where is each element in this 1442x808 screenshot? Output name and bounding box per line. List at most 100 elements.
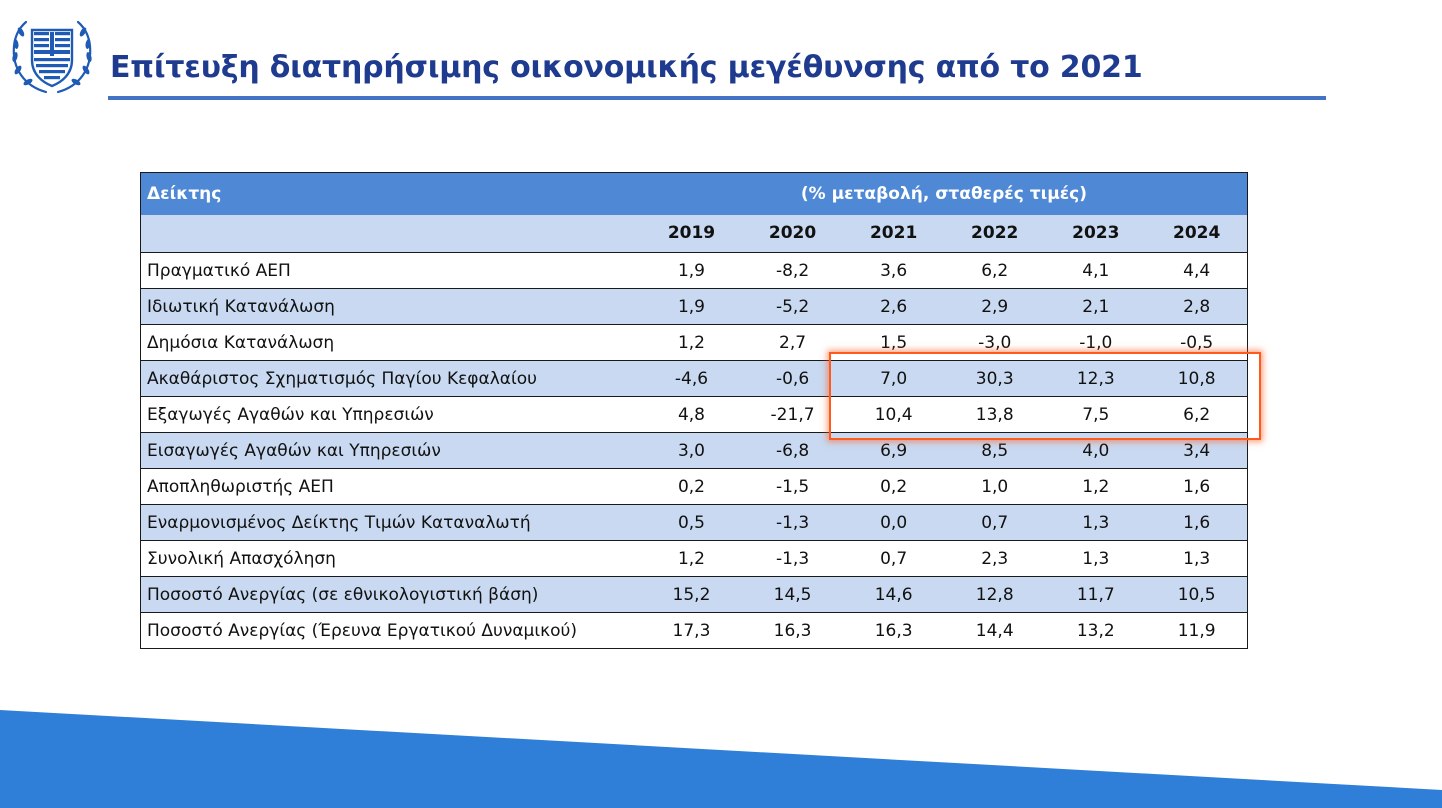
indicator-value: 0,5 <box>640 504 743 541</box>
indicator-value: 10,5 <box>1146 576 1249 613</box>
indicator-value: 13,2 <box>1045 612 1147 649</box>
table-row: Εισαγωγές Αγαθών και Υπηρεσιών 3,0 -6,8 6,9… <box>139 432 1249 469</box>
indicator-name: Ποσοστό Ανεργίας (Έρευνα Εργατικού Δυναμ… <box>139 612 641 649</box>
indicator-value: 11,7 <box>1045 576 1147 613</box>
indicator-value: 0,2 <box>640 468 743 505</box>
indicator-value: 0,7 <box>944 504 1046 541</box>
indicator-value: 2,7 <box>742 324 844 361</box>
indicator-value: 10,8 <box>1146 360 1249 397</box>
indicator-value: -21,7 <box>742 396 844 433</box>
indicator-value: -4,6 <box>640 360 743 397</box>
indicator-value: 4,8 <box>640 396 743 433</box>
table-header-row: Δείκτης (% μεταβολή, σταθερές τιμές) <box>139 172 1248 215</box>
table-row: Αποπληθωριστής ΑΕΠ 0,2 -1,5 0,2 1,0 1,2 1,6 <box>139 468 1249 505</box>
indicator-name: Εξαγωγές Αγαθών και Υπηρεσιών <box>139 396 641 433</box>
year-header: 2019 <box>640 214 743 253</box>
indicator-value: -8,2 <box>742 252 844 289</box>
indicator-value: 11,9 <box>1146 612 1249 649</box>
indicator-value: 0,7 <box>843 540 945 577</box>
indicator-value: 16,3 <box>843 612 945 649</box>
indicator-value: 3,4 <box>1146 432 1249 469</box>
year-header: 2021 <box>843 214 945 253</box>
indicator-value: 14,4 <box>944 612 1046 649</box>
indicator-value: -1,0 <box>1045 324 1147 361</box>
indicator-value: 10,4 <box>843 396 945 433</box>
indicator-value: 12,3 <box>1045 360 1147 397</box>
indicator-value: 6,2 <box>1146 396 1249 433</box>
economic-indicators-table: Δείκτης (% μεταβολή, σταθερές τιμές) 201… <box>139 172 1249 649</box>
indicator-value: -3,0 <box>944 324 1046 361</box>
indicator-value: 1,2 <box>640 324 743 361</box>
indicator-value: -1,3 <box>742 540 844 577</box>
table-body: Πραγματικό ΑΕΠ 1,9 -8,2 3,6 6,2 4,1 4,4 Ιδιωτικ… <box>139 252 1249 649</box>
indicator-value: 12,8 <box>944 576 1046 613</box>
indicator-value: 3,0 <box>640 432 743 469</box>
slide-title: Επίτευξη διατηρήσιμης οικονομικής μεγέθυ… <box>110 50 1143 85</box>
indicator-name: Ακαθάριστος Σχηματισμός Παγίου Κεφαλαίου <box>139 360 641 397</box>
indicator-value: 7,0 <box>843 360 945 397</box>
indicator-value: -1,3 <box>742 504 844 541</box>
table-row: Ακαθάριστος Σχηματισμός Παγίου Κεφαλαίου… <box>139 360 1249 397</box>
indicator-value: 14,5 <box>742 576 844 613</box>
table-row: Συνολική Απασχόληση 1,2 -1,3 0,7 2,3 1,3 1,3 <box>139 540 1249 577</box>
indicator-value: 0,2 <box>843 468 945 505</box>
indicator-value: 17,3 <box>640 612 743 649</box>
indicator-name: Αποπληθωριστής ΑΕΠ <box>139 468 641 505</box>
indicator-value: 1,3 <box>1146 540 1249 577</box>
year-header: 2023 <box>1045 214 1147 253</box>
indicator-name: Συνολική Απασχόληση <box>139 540 641 577</box>
title-underline <box>108 96 1326 100</box>
year-header: 2022 <box>944 214 1046 253</box>
indicator-value: 4,4 <box>1146 252 1249 289</box>
indicator-value: 1,5 <box>843 324 945 361</box>
unit-header: (% μεταβολή, σταθερές τιμές) <box>640 172 1248 215</box>
indicator-value: 6,2 <box>944 252 1046 289</box>
year-header-row: 2019 2020 2021 2022 2023 2024 <box>139 214 1249 253</box>
indicator-value: 15,2 <box>640 576 743 613</box>
indicator-value: 2,9 <box>944 288 1046 325</box>
greek-coat-of-arms-icon <box>12 20 92 94</box>
indicator-name: Ιδιωτική Κατανάλωση <box>139 288 641 325</box>
table-row: Ποσοστό Ανεργίας (Έρευνα Εργατικού Δυναμ… <box>139 612 1249 649</box>
indicator-value: 14,6 <box>843 576 945 613</box>
indicator-value: 1,6 <box>1146 504 1249 541</box>
indicator-value: -0,5 <box>1146 324 1249 361</box>
table-row: Ποσοστό Ανεργίας (σε εθνικολογιστική βάσ… <box>139 576 1249 613</box>
table-row: Δημόσια Κατανάλωση 1,2 2,7 1,5 -3,0 -1,0 -0,5 <box>139 324 1249 361</box>
indicator-value: 13,8 <box>944 396 1046 433</box>
year-header: 2024 <box>1146 214 1249 253</box>
indicator-value: 4,1 <box>1045 252 1147 289</box>
indicator-name: Εισαγωγές Αγαθών και Υπηρεσιών <box>139 432 641 469</box>
indicator-value: -6,8 <box>742 432 844 469</box>
indicator-value: 2,6 <box>843 288 945 325</box>
indicator-value: 1,2 <box>640 540 743 577</box>
indicator-value: -5,2 <box>742 288 844 325</box>
indicator-value: 1,0 <box>944 468 1046 505</box>
indicator-name: Ποσοστό Ανεργίας (σε εθνικολογιστική βάσ… <box>139 576 641 613</box>
indicator-value: 1,9 <box>640 288 743 325</box>
table-row: Πραγματικό ΑΕΠ 1,9 -8,2 3,6 6,2 4,1 4,4 <box>139 252 1249 289</box>
indicator-value: 1,6 <box>1146 468 1249 505</box>
table-row: Εξαγωγές Αγαθών και Υπηρεσιών 4,8 -21,7 10,… <box>139 396 1249 433</box>
indicator-value: 3,6 <box>843 252 945 289</box>
indicator-column-header: Δείκτης <box>139 172 641 215</box>
indicator-value: 1,2 <box>1045 468 1147 505</box>
indicator-value: 1,3 <box>1045 504 1147 541</box>
year-header-blank <box>139 214 641 253</box>
indicator-value: 2,8 <box>1146 288 1249 325</box>
indicator-value: 2,3 <box>944 540 1046 577</box>
indicator-value: 2,1 <box>1045 288 1147 325</box>
indicator-value: 0,0 <box>843 504 945 541</box>
indicator-value: 7,5 <box>1045 396 1147 433</box>
indicator-name: Πραγματικό ΑΕΠ <box>139 252 641 289</box>
year-header: 2020 <box>742 214 844 253</box>
indicator-value: -1,5 <box>742 468 844 505</box>
indicator-name: Εναρμονισμένος Δείκτης Τιμών Καταναλωτή <box>139 504 641 541</box>
indicator-name: Δημόσια Κατανάλωση <box>139 324 641 361</box>
indicator-value: 1,3 <box>1045 540 1147 577</box>
indicator-value: 1,9 <box>640 252 743 289</box>
indicator-value: 4,0 <box>1045 432 1147 469</box>
indicator-value: 6,9 <box>843 432 945 469</box>
indicator-value: 30,3 <box>944 360 1046 397</box>
table-row: Ιδιωτική Κατανάλωση 1,9 -5,2 2,6 2,9 2,1 2,8 <box>139 288 1249 325</box>
